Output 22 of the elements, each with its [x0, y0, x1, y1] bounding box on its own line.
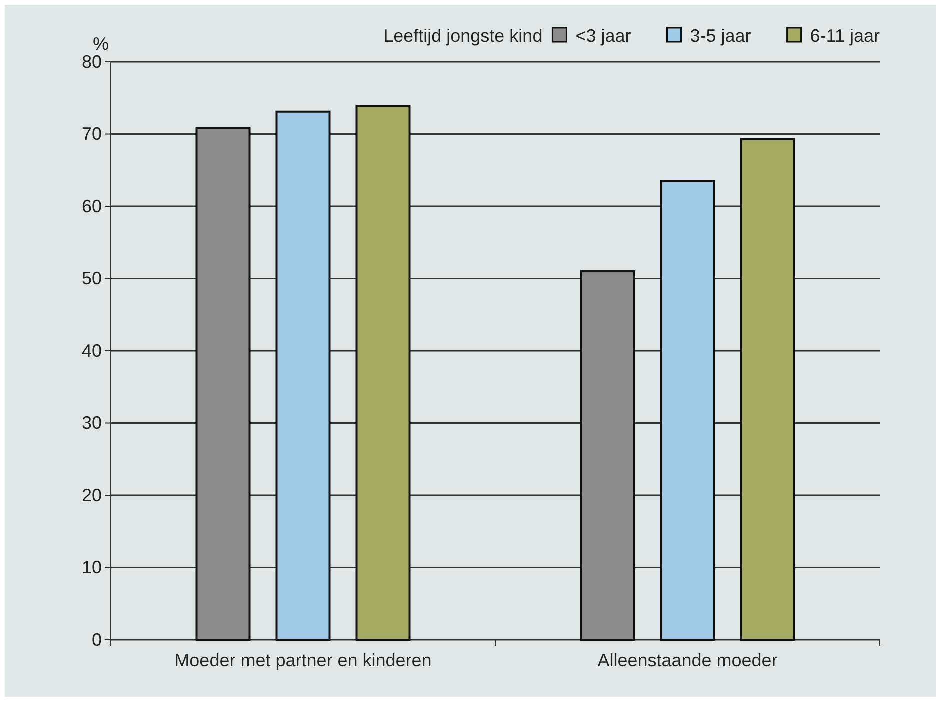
y-tick-label: 80: [82, 52, 102, 72]
y-tick-label: 0: [92, 630, 102, 650]
legend-label: <3 jaar: [576, 26, 632, 46]
bar: [660, 180, 716, 641]
x-tick-label: Alleenstaande moeder: [598, 650, 778, 670]
y-axis-title: %: [92, 34, 109, 54]
bar: [356, 105, 411, 641]
legend-title: Leeftijd jongste kind: [384, 26, 543, 46]
y-tick-label: 20: [82, 485, 102, 506]
bar: [580, 270, 636, 641]
y-tick-label: 10: [82, 558, 102, 578]
legend-label: 3-5 jaar: [690, 26, 752, 46]
bar: [196, 127, 251, 641]
bar: [276, 110, 331, 641]
y-tick-label: 50: [82, 268, 102, 289]
y-tick-label: 30: [82, 413, 102, 434]
bar: [740, 138, 796, 641]
y-tick-label: 70: [82, 124, 102, 144]
x-tick-label: Moeder met partner en kinderen: [174, 650, 432, 670]
y-tick-label: 60: [82, 196, 102, 216]
y-tick-label: 40: [82, 340, 102, 361]
legend-label: 6-11 jaar: [810, 26, 880, 46]
